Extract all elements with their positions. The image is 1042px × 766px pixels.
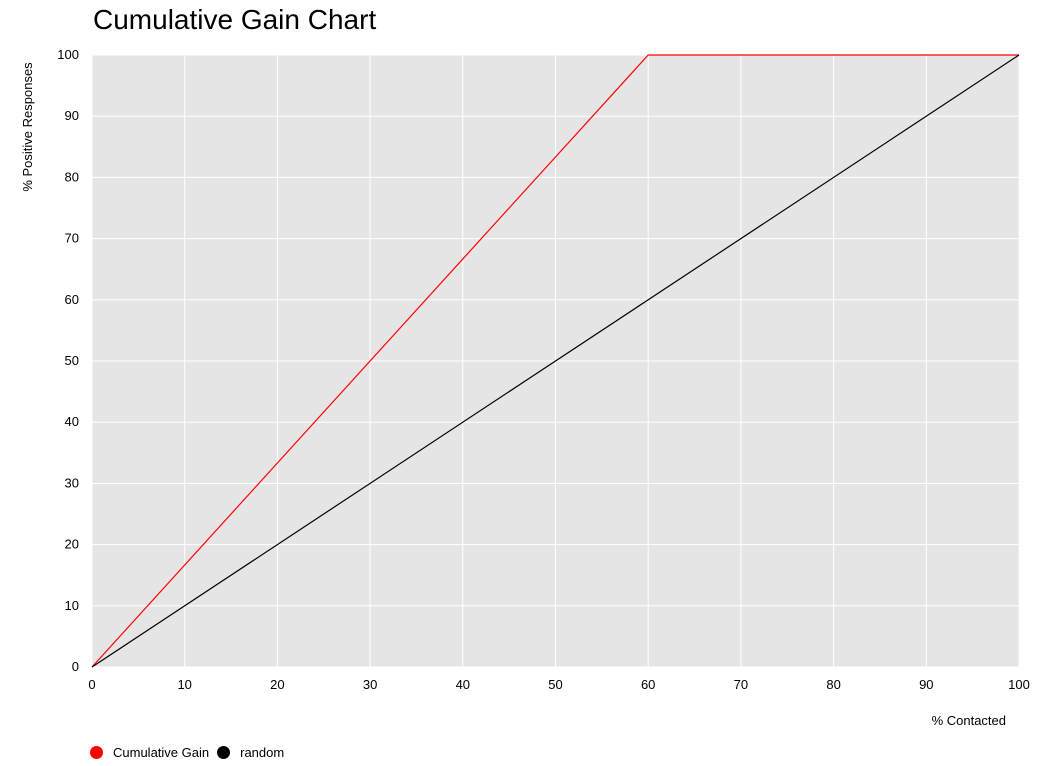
x-tick-label: 60	[641, 677, 655, 692]
y-tick-label: 40	[65, 414, 79, 429]
legend-label: Cumulative Gain	[113, 745, 210, 760]
legend: Cumulative Gain random	[90, 745, 292, 760]
legend-item: random	[217, 745, 284, 760]
x-tick-label: 30	[363, 677, 377, 692]
x-tick-label: 40	[456, 677, 470, 692]
legend-label: random	[240, 745, 285, 760]
y-axis-ticks: 0 10 20 30 40 50 60 70 80 90 100	[57, 47, 79, 674]
legend-swatch	[90, 746, 103, 759]
x-tick-label: 0	[88, 677, 95, 692]
chart-title: Cumulative Gain Chart	[93, 4, 377, 35]
legend-item: Cumulative Gain	[90, 745, 209, 760]
y-tick-label: 0	[72, 659, 79, 674]
legend-swatch	[217, 746, 231, 759]
x-tick-label: 10	[177, 677, 191, 692]
series-line	[91, 54, 1020, 668]
y-tick-label: 60	[65, 292, 79, 307]
series-line	[91, 54, 1019, 668]
series-lines	[91, 54, 1020, 668]
y-tick-label: 50	[65, 353, 79, 368]
y-tick-label: 90	[65, 108, 79, 123]
y-tick-label: 100	[57, 47, 79, 62]
y-tick-label: 70	[65, 231, 79, 246]
x-tick-label: 90	[919, 677, 933, 692]
y-axis-title: % Positive Responses	[20, 62, 35, 192]
x-tick-label: 80	[826, 677, 840, 692]
y-tick-label: 10	[65, 598, 79, 613]
x-tick-label: 70	[734, 677, 748, 692]
x-axis-ticks: 0 10 20 30 40 50 60 70 80 90 100	[88, 677, 1029, 692]
y-tick-label: 30	[65, 475, 79, 490]
y-tick-label: 20	[65, 537, 79, 552]
x-axis-title: % Contacted	[932, 713, 1006, 728]
x-tick-label: 20	[270, 677, 284, 692]
x-tick-label: 100	[1008, 677, 1030, 692]
x-tick-label: 50	[548, 677, 562, 692]
y-tick-label: 80	[65, 169, 79, 184]
